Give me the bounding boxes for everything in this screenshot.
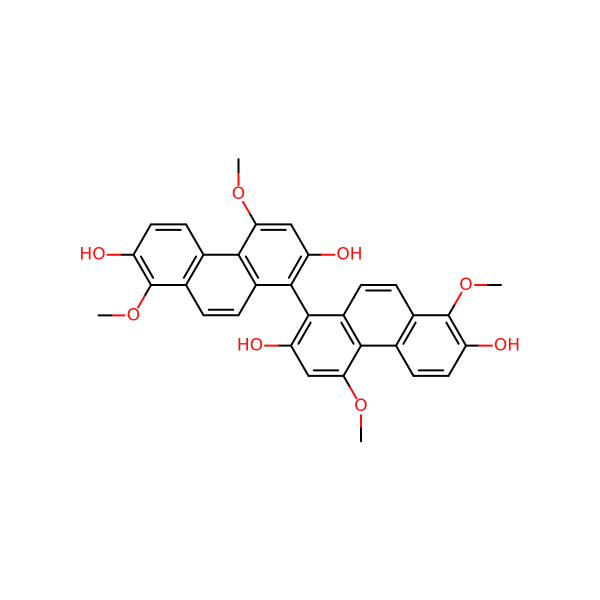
bond [290, 223, 310, 256]
bond [447, 303, 456, 317]
bond [132, 223, 152, 256]
bond [242, 200, 251, 215]
bond [349, 386, 358, 400]
bond [342, 314, 362, 347]
bond [185, 284, 205, 317]
bond [143, 284, 152, 298]
bond [290, 253, 310, 287]
bond [185, 223, 205, 256]
bond [454, 291, 463, 306]
bond [342, 344, 362, 377]
bond [139, 255, 155, 279]
bond [342, 374, 351, 389]
bond [132, 253, 152, 287]
bond [237, 223, 257, 256]
bond [342, 283, 362, 317]
bond [395, 283, 415, 317]
bond [244, 255, 260, 279]
bond [248, 212, 257, 226]
atom-label: O [127, 305, 140, 325]
atom-label: OH [336, 245, 362, 265]
atom-label: HO [79, 245, 105, 265]
bond [445, 321, 460, 345]
bond [237, 284, 257, 317]
bond [185, 253, 205, 286]
bond [395, 344, 415, 377]
bond [287, 255, 303, 279]
bond [290, 284, 310, 317]
bond [395, 314, 415, 347]
bond [340, 321, 355, 345]
bond [402, 321, 417, 345]
bond [447, 344, 467, 377]
bond [290, 344, 310, 377]
atom-label: O [354, 396, 367, 416]
bond [290, 314, 310, 347]
atom-label: O [459, 275, 472, 295]
atom-label: OH [494, 336, 520, 356]
bond [237, 253, 257, 287]
bond [182, 255, 198, 279]
bond [137, 295, 146, 309]
atom-label: O [232, 184, 245, 204]
atom-label: HO [237, 336, 263, 356]
bond [447, 314, 467, 347]
bond [297, 321, 312, 345]
